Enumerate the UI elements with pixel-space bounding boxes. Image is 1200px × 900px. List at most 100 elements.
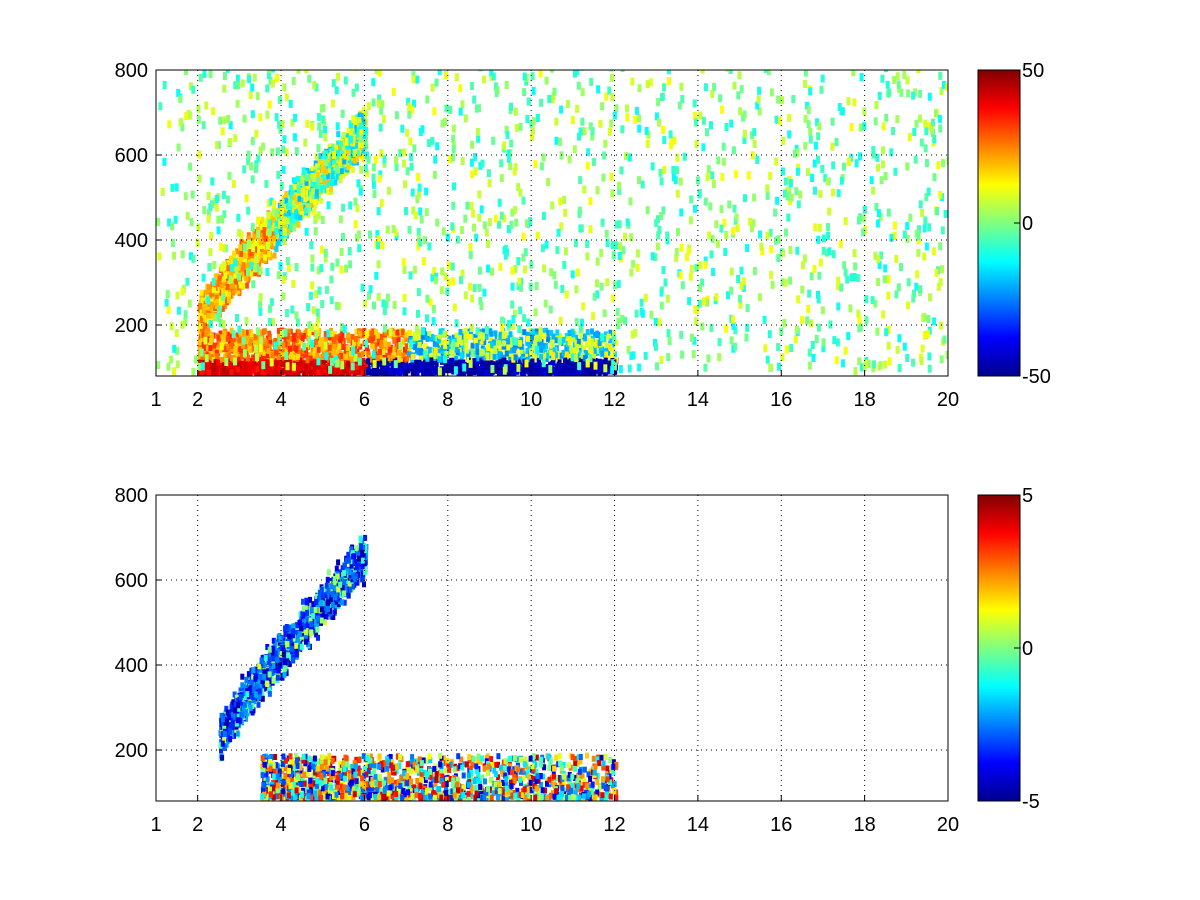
heatmap-cell [249,270,254,277]
heatmap-cell [508,369,512,376]
heatmap-cell [587,338,592,345]
heatmap-cell [287,209,292,216]
heatmap-cell [334,144,338,151]
heatmap-cell [305,189,310,196]
heatmap-cell [467,333,472,340]
heatmap-cell [571,347,576,354]
heatmap-cell [220,305,225,312]
heatmap-cell [261,367,266,374]
heatmap-cell [355,156,359,163]
heatmap-cell [541,353,546,360]
heatmap-cell [314,193,319,200]
heatmap-cell [316,346,321,353]
heatmap-cell [301,196,306,203]
heatmap-cell [225,283,230,290]
heatmap-cell [596,367,600,374]
heatmap-cell [201,341,206,348]
heatmap-cell [239,271,244,278]
heatmap-cell [387,354,392,361]
heatmap-cell [408,362,413,369]
heatmap-cell [558,363,563,370]
heatmap-cell [341,131,346,138]
heatmap-cell [331,144,336,151]
heatmap-cell [319,345,324,352]
heatmap-cell [415,339,419,346]
heatmap-cell [350,334,355,341]
heatmap-cell [310,166,315,173]
heatmap-cell [353,126,358,133]
heatmap-cell [585,329,590,336]
heatmap-cell [535,334,539,341]
heatmap-cell [368,368,373,375]
heatmap-cell [520,369,525,376]
heatmap-cell [354,328,359,335]
heatmap-cell [253,270,258,277]
heatmap-cell [432,358,437,365]
heatmap-cell [249,249,254,256]
heatmap-cell [332,344,337,351]
heatmap-cell [540,365,545,372]
heatmap-cell [261,230,266,237]
heatmap-cell [221,276,226,283]
heatmap-cell [583,335,588,342]
heatmap-cell [289,335,294,342]
heatmap-cell [553,337,558,344]
heatmap-cell [250,333,255,340]
heatmap-cell [265,335,270,342]
heatmap-cell [280,361,285,368]
heatmap-cell [286,228,291,235]
heatmap-cell [256,369,261,376]
heatmap-cell [564,361,569,368]
heatmap-cell [355,159,360,166]
heatmap-cell [477,358,482,365]
heatmap-cell [527,342,532,349]
heatmap-cell [355,150,360,156]
heatmap-cell [310,348,315,355]
heatmap-cell [268,338,273,345]
heatmap-cell [315,343,320,350]
heatmap-cell [579,331,583,338]
heatmap-cell [328,186,333,193]
heatmap-cell [477,368,481,375]
heatmap-cell [243,258,247,265]
heatmap-cell [277,226,282,233]
heatmap-cell [261,244,266,250]
heatmap-cell [232,272,237,279]
heatmap-cell [311,188,316,195]
heatmap-cell [259,355,264,362]
heatmap-cell [296,192,301,199]
heatmap-cell [446,359,451,366]
heatmap-cell [344,353,349,360]
heatmap-cell [198,339,203,346]
heatmap-cell [495,360,500,367]
heatmap-cell [527,364,532,370]
heatmap-cell [506,341,511,347]
heatmap-cell [392,366,397,373]
heatmap-cell [310,181,315,188]
heatmap-cell [206,362,211,369]
heatmap-cell [360,150,365,157]
heatmap-cell [345,369,350,376]
heatmap-cell [430,333,434,340]
heatmap-cell [210,283,215,290]
heatmap-cell [199,289,204,296]
heatmap-cell [364,344,369,351]
heatmap-cell [504,350,509,357]
heatmap-cell [210,334,215,341]
heatmap-cell [253,334,258,340]
heatmap-cell [337,162,342,169]
heatmap-cell [561,349,566,356]
heatmap-cell [396,337,401,344]
heatmap-cell [325,172,330,179]
heatmap-cell [574,334,579,341]
heatmap-cell [418,334,423,340]
heatmap-cell [296,221,301,228]
heatmap-cell [224,290,229,297]
heatmap-cell [319,337,324,344]
heatmap-cell [405,367,410,374]
heatmap-cell [359,113,364,119]
heatmap-cell [314,153,319,160]
heatmap-cell [544,356,549,362]
heatmap-cell [420,333,425,340]
heatmap-cell [327,143,332,150]
